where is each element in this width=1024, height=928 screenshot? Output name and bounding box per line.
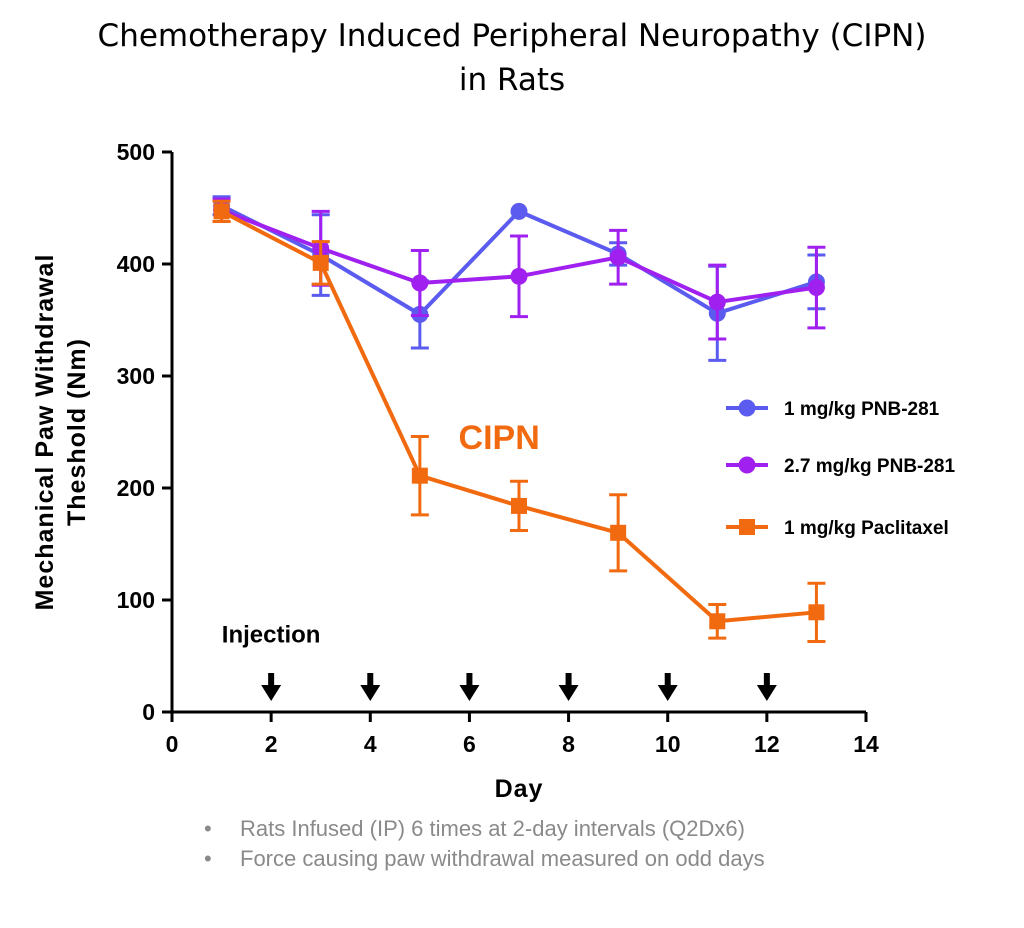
footnote-item: • Rats Infused (IP) 6 times at 2-day inte… [200,814,880,844]
chart-title: Chemotherapy Induced Peripheral Neuropat… [0,14,1024,102]
data-point [510,267,528,285]
x-tick-label: 6 [463,731,476,757]
data-point [510,202,528,220]
legend-item: 2.7 mg/kg PNB-281 [726,456,955,477]
bullet-icon: • [204,846,212,871]
legend-marker [738,456,756,474]
bullet-icon: • [204,816,212,841]
x-axis-label: Day [495,775,544,803]
data-point [411,274,429,292]
injection-arrow-icon [261,673,282,701]
x-tick-label: 10 [655,731,681,757]
data-point [807,279,825,297]
injection-annotation: Injection [222,622,321,649]
data-point [709,613,726,630]
legend-label: 2.7 mg/kg PNB-281 [784,456,955,477]
injection-arrow-icon [756,673,777,701]
series-2 [212,197,826,341]
legend-marker [739,519,755,535]
y-tick-label: 0 [142,699,155,725]
data-point [213,203,230,220]
data-point [808,604,825,621]
legend-item: 1 mg/kg PNB-281 [726,399,940,420]
data-point [609,248,627,266]
y-axis-label-line: Mechanical Paw Withdrawal [31,254,59,611]
data-point [610,524,627,541]
legend-item: 1 mg/kg Paclitaxel [726,518,949,539]
x-tick-label: 14 [853,731,879,757]
y-tick-label: 200 [117,475,155,501]
footnote-text: Force causing paw withdrawal measured on… [240,846,765,871]
injection-arrow-icon [558,673,579,701]
footnote-text: Rats Infused (IP) 6 times at 2-day inter… [240,816,745,841]
injection-arrow-icon [657,673,678,701]
footnote-item: • Force causing paw withdrawal measured o… [200,844,880,874]
footnotes: • Rats Infused (IP) 6 times at 2-day inte… [200,814,880,874]
x-tick-label: 4 [364,731,377,757]
data-point [708,293,726,311]
series-3 [212,199,826,643]
injection-arrow-icon [360,673,381,701]
chart-title-line1: Chemotherapy Induced Peripheral Neuropat… [97,18,927,54]
y-axis-label-line: Theshold (Nm) [63,338,91,526]
chart-title-line2: in Rats [458,62,566,98]
y-tick-label: 300 [117,363,155,389]
y-axis-label: Mechanical Paw Withdrawal Theshold (Nm) [31,254,91,611]
y-tick-label: 400 [117,251,155,277]
x-tick-label: 8 [562,731,575,757]
injection-arrow-icon [459,673,480,701]
legend-marker [738,399,756,417]
cipn-annotation: CIPN [459,419,540,457]
x-tick-label: 0 [166,731,179,757]
x-tick-label: 12 [754,731,780,757]
legend-label: 1 mg/kg Paclitaxel [784,518,949,539]
data-point [312,254,329,271]
y-tick-label: 100 [117,587,155,613]
data-point [411,467,428,484]
x-tick-label: 2 [265,731,278,757]
legend-label: 1 mg/kg PNB-281 [784,399,940,420]
data-point [511,497,527,514]
y-tick-label: 500 [117,139,155,165]
